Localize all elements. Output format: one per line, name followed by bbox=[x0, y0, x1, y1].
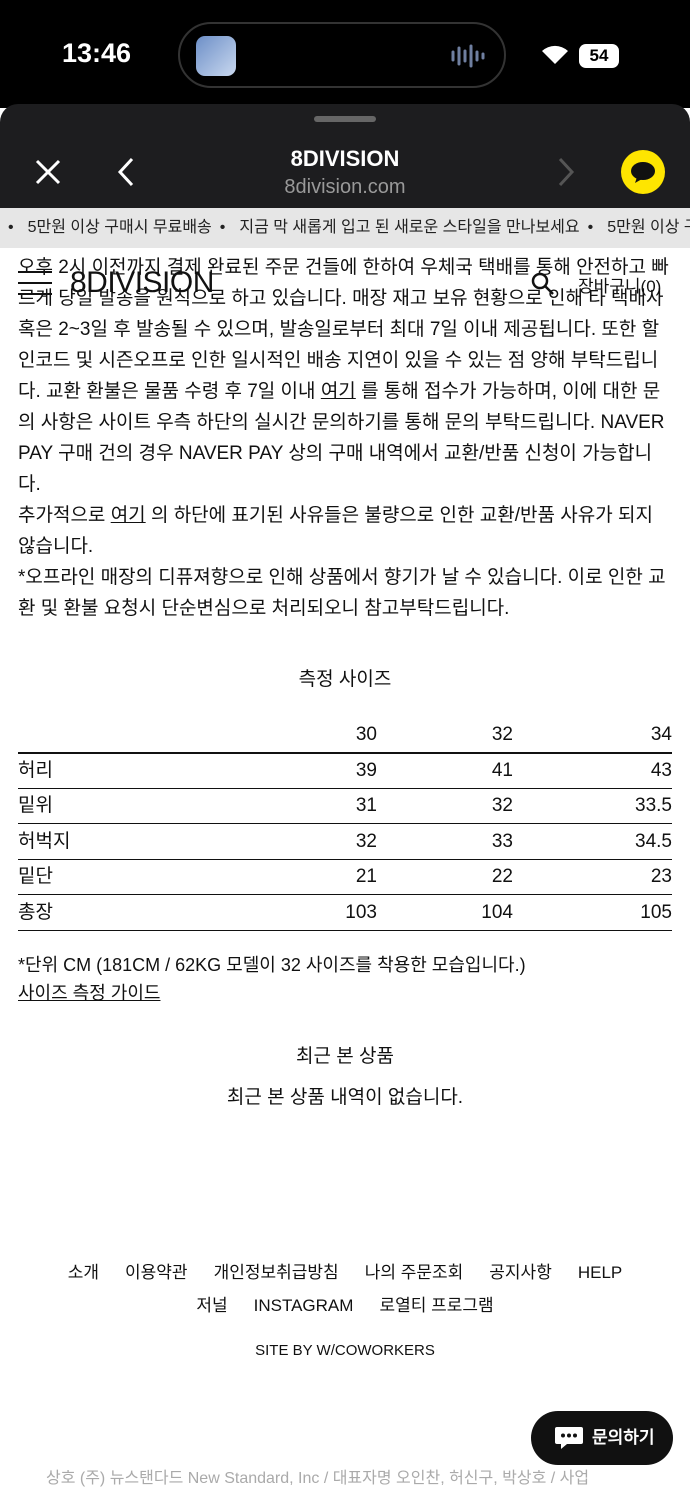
text: 오후 2시 이전까지 결제 완료된 주문 건들에 한하여 우체국 택배를 통해 … bbox=[18, 257, 669, 402]
forward-button[interactable] bbox=[556, 156, 576, 188]
footer-link[interactable]: 이용약관 bbox=[125, 1263, 188, 1282]
notice-paragraph: *오프라인 매장의 디퓨져향으로 인해 상품에서 향기가 날 수 있습니다. 이… bbox=[18, 567, 666, 619]
recent-title: 최근 본 상품 bbox=[296, 1045, 394, 1067]
size-table: 30 32 34 허리 39 41 43 밑위 31 32 33.5 허벅지 32 33 34.5 밑단 21 2… bbox=[18, 717, 672, 931]
cell: 33 bbox=[377, 823, 513, 860]
header-cell: 32 bbox=[377, 717, 513, 754]
footer-link[interactable]: 공지사항 bbox=[489, 1263, 552, 1282]
battery: 54 bbox=[579, 44, 619, 68]
marquee-item: 5만원 이상 구매시 무료배송 bbox=[607, 219, 690, 236]
close-button[interactable] bbox=[34, 158, 62, 186]
cell: 23 bbox=[513, 859, 672, 895]
bullet: • bbox=[219, 219, 226, 236]
table-row: 밑단 21 22 23 bbox=[18, 859, 672, 895]
chat-button[interactable]: 문의하기 bbox=[531, 1411, 673, 1465]
cell: 104 bbox=[377, 894, 513, 931]
link[interactable]: 여기 bbox=[320, 381, 356, 402]
header-cell: 34 bbox=[513, 717, 672, 754]
marquee-item: 지금 막 새롭게 입고 된 새로운 스타일을 만나보세요 bbox=[239, 219, 580, 236]
recent-empty: 최근 본 상품 내역이 없습니다. bbox=[226, 1086, 464, 1108]
cell: 22 bbox=[377, 859, 513, 895]
table-header: 30 32 34 bbox=[18, 717, 672, 754]
chat-label: 문의하기 bbox=[592, 1428, 655, 1447]
cell: 32 bbox=[218, 823, 377, 860]
browser-header: 8DIVISION 8division.com bbox=[0, 104, 690, 208]
link[interactable]: 여기 bbox=[110, 505, 146, 526]
site-header: 8DIVISION 장바구니(0) bbox=[0, 248, 690, 318]
browser-title: 8DIVISION bbox=[290, 146, 400, 171]
footer-row: 저널 INSTAGRAM 로열티 프로그램 bbox=[0, 1289, 690, 1322]
back-button[interactable] bbox=[116, 156, 136, 188]
table-row: 밑위 31 32 33.5 bbox=[18, 788, 672, 824]
footer-link[interactable]: 로열티 프로그램 bbox=[379, 1296, 494, 1315]
chat-icon bbox=[555, 1427, 583, 1449]
cell: 34.5 bbox=[513, 823, 672, 860]
status-bar: 13:46 54 bbox=[0, 0, 690, 108]
search-icon[interactable] bbox=[531, 272, 555, 296]
dynamic-island bbox=[178, 22, 506, 88]
notice-paragraph: 오후 2시 이전까지 결제 완료된 주문 건들에 한하여 우체국 택배를 통해 … bbox=[18, 252, 672, 500]
text: 추가적으로 bbox=[18, 505, 106, 526]
menu-icon[interactable] bbox=[18, 270, 52, 296]
cell: 41 bbox=[377, 752, 513, 789]
cell bbox=[18, 717, 218, 754]
row-label: 허리 bbox=[18, 752, 218, 789]
footer-link[interactable]: INSTAGRAM bbox=[253, 1296, 354, 1315]
app-icon bbox=[196, 36, 236, 76]
bullet: • bbox=[587, 219, 594, 236]
grabber bbox=[314, 116, 376, 122]
table-row: 허벅지 32 33 34.5 bbox=[18, 823, 672, 860]
cell: 105 bbox=[513, 894, 672, 931]
header-cell: 30 bbox=[218, 717, 377, 754]
cell: 39 bbox=[218, 752, 377, 789]
cell: 31 bbox=[218, 788, 377, 824]
cart[interactable]: 장바구니(0) bbox=[578, 277, 662, 296]
row-label: 밑단 bbox=[18, 859, 218, 895]
notice-paragraph: 추가적으로 여기 의 하단에 표기된 사유들은 불량으로 인한 교환/반품 사유… bbox=[18, 500, 672, 562]
size-title: 측정 사이즈 bbox=[298, 669, 392, 690]
marquee: • 5만원 이상 구매시 무료배송 • 지금 막 새롭게 입고 된 새로운 스타일을 … bbox=[0, 208, 690, 248]
cell: 33.5 bbox=[513, 788, 672, 824]
row-label: 허벅지 bbox=[18, 823, 218, 860]
content: 오후 2시 이전까지 결제 완료된 주문 건들에 한하여 우체국 택배를 통해 … bbox=[18, 252, 672, 1113]
company-info: 상호 (주) 뉴스탠다드 New Standard, Inc / 대표자명 오인… bbox=[46, 1470, 590, 1487]
audio-icon bbox=[451, 44, 485, 68]
row-label: 총장 bbox=[18, 894, 218, 931]
time: 13:46 bbox=[62, 38, 132, 68]
footer-link[interactable]: 나의 주문조회 bbox=[364, 1263, 464, 1282]
cell: 21 bbox=[218, 859, 377, 895]
size-note: *단위 CM (181CM / 62KG 모델이 32 사이즈를 착용한 모습입… bbox=[18, 954, 526, 975]
row-label: 밑위 bbox=[18, 788, 218, 824]
credit: SITE BY W/COWORKERS bbox=[255, 1342, 435, 1359]
footer-link[interactable]: HELP bbox=[577, 1263, 623, 1282]
marquee-item: 5만원 이상 구매시 무료배송 bbox=[27, 219, 212, 236]
footer-link[interactable]: 소개 bbox=[67, 1263, 100, 1282]
cell: 43 bbox=[513, 752, 672, 789]
wifi-icon bbox=[542, 45, 568, 64]
text: 의 하단에 표기된 사유들은 불량으로 인한 교환/반품 사유가 되지 않습니다… bbox=[18, 505, 653, 557]
table-row: 허리 39 41 43 bbox=[18, 752, 672, 789]
browser-url: 8division.com bbox=[284, 176, 406, 198]
text: 를 통해 접수가 가능하며, 이에 대한 문의 사항은 사이트 우측 하단의 실… bbox=[18, 381, 665, 495]
bullet: • bbox=[8, 219, 14, 236]
footer-row: 소개 이용약관 개인정보취급방침 나의 주문조회 공지사항 HELP bbox=[0, 1256, 690, 1289]
kakao-button[interactable] bbox=[621, 150, 665, 194]
guide-link[interactable]: 사이즈 측정 가이드 bbox=[18, 982, 161, 1003]
footer-links: 소개 이용약관 개인정보취급방침 나의 주문조회 공지사항 HELP 저널 INSTAGRAM… bbox=[0, 1256, 690, 1322]
table-row: 총장 103 104 105 bbox=[18, 894, 672, 931]
footer: 소개 이용약관 개인정보취급방침 나의 주문조회 공지사항 HELP 저널 INSTAGRAM… bbox=[0, 1256, 690, 1367]
logo[interactable]: 8DIVISION bbox=[70, 266, 214, 299]
footer-link[interactable]: 저널 bbox=[196, 1296, 228, 1315]
cell: 103 bbox=[218, 894, 377, 931]
cell: 32 bbox=[377, 788, 513, 824]
footer-link[interactable]: 개인정보취급방침 bbox=[213, 1263, 339, 1282]
